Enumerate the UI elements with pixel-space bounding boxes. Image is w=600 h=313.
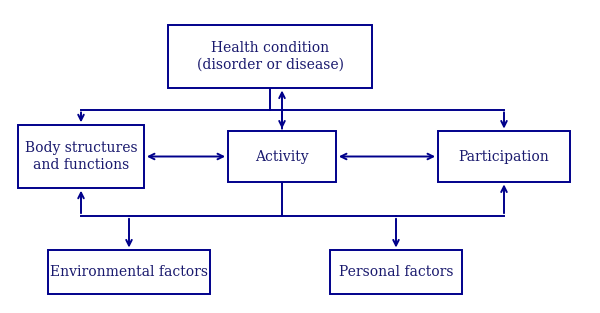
FancyBboxPatch shape (228, 131, 336, 182)
FancyBboxPatch shape (330, 250, 462, 294)
FancyBboxPatch shape (48, 250, 210, 294)
Text: Participation: Participation (458, 150, 550, 163)
Text: Activity: Activity (255, 150, 309, 163)
Text: Environmental factors: Environmental factors (50, 265, 208, 279)
Text: Body structures
and functions: Body structures and functions (25, 141, 137, 172)
Text: Health condition
(disorder or disease): Health condition (disorder or disease) (197, 41, 344, 71)
Text: Personal factors: Personal factors (339, 265, 453, 279)
FancyBboxPatch shape (18, 125, 144, 188)
FancyBboxPatch shape (168, 25, 372, 88)
FancyBboxPatch shape (438, 131, 570, 182)
